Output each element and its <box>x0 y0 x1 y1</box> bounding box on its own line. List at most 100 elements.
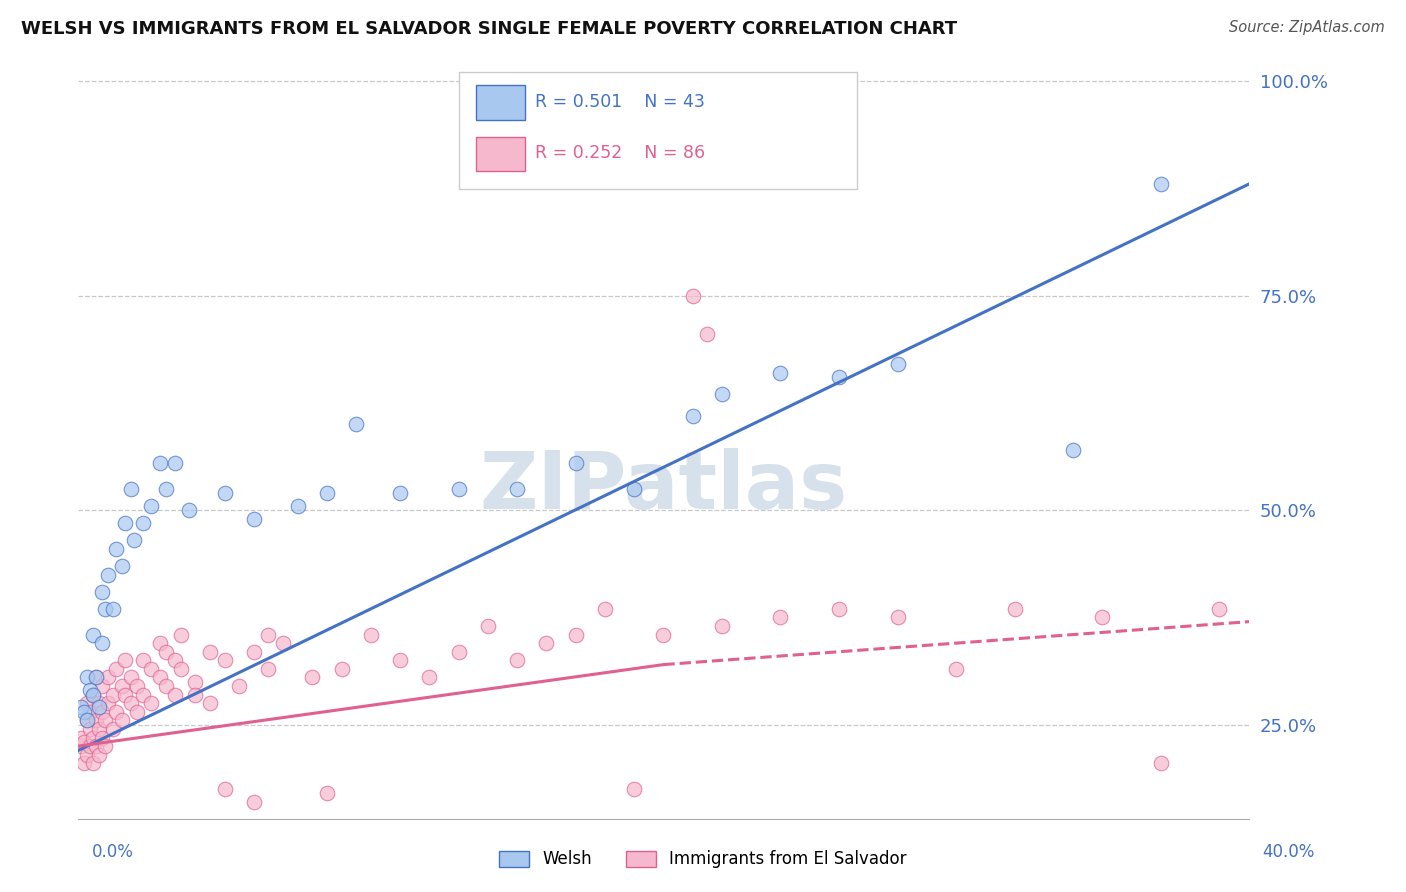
Point <box>447 482 470 496</box>
Text: 0.0%: 0.0% <box>91 843 134 861</box>
Point <box>79 739 101 753</box>
Point <box>228 679 250 693</box>
Point <box>769 610 792 624</box>
Point <box>105 705 128 719</box>
Point <box>114 653 136 667</box>
Point <box>111 679 134 693</box>
Legend: Welsh, Immigrants from El Salvador: Welsh, Immigrants from El Salvador <box>491 842 915 877</box>
Point <box>682 409 704 423</box>
Text: R = 0.252    N = 86: R = 0.252 N = 86 <box>534 145 704 162</box>
Point <box>696 327 718 342</box>
Point <box>149 636 172 650</box>
Point <box>141 499 163 513</box>
Point <box>257 627 280 641</box>
Point <box>76 714 98 728</box>
Point <box>243 645 266 659</box>
Point <box>84 670 107 684</box>
Point <box>103 688 125 702</box>
Point <box>564 627 586 641</box>
Point <box>710 619 733 633</box>
Point <box>184 688 207 702</box>
Point <box>141 696 163 710</box>
Point <box>90 584 112 599</box>
Point <box>131 653 153 667</box>
Point <box>141 662 163 676</box>
Point <box>131 516 153 530</box>
Point <box>103 722 125 736</box>
Point <box>90 679 112 693</box>
Text: WELSH VS IMMIGRANTS FROM EL SALVADOR SINGLE FEMALE POVERTY CORRELATION CHART: WELSH VS IMMIGRANTS FROM EL SALVADOR SIN… <box>21 20 957 37</box>
Point <box>93 602 115 616</box>
Point <box>87 747 110 762</box>
Point <box>105 662 128 676</box>
Point <box>131 688 153 702</box>
Point <box>76 670 98 684</box>
Point <box>214 653 236 667</box>
Point <box>87 700 110 714</box>
Point <box>828 370 851 384</box>
Point <box>114 516 136 530</box>
Point <box>155 679 177 693</box>
Point <box>155 645 177 659</box>
Point <box>87 696 110 710</box>
Point <box>179 503 201 517</box>
Point <box>114 688 136 702</box>
Point <box>90 636 112 650</box>
Text: ZIPatlas: ZIPatlas <box>479 448 848 526</box>
Point <box>90 705 112 719</box>
Point <box>96 567 118 582</box>
Point <box>155 482 177 496</box>
Point <box>214 782 236 797</box>
Point <box>70 739 93 753</box>
Point <box>84 739 107 753</box>
Point <box>418 670 440 684</box>
Point <box>243 512 266 526</box>
Point <box>1062 443 1084 458</box>
Point <box>163 456 186 470</box>
Point <box>214 486 236 500</box>
Point <box>1091 610 1114 624</box>
Point <box>886 610 908 624</box>
FancyBboxPatch shape <box>477 86 526 120</box>
Point <box>945 662 967 676</box>
Point <box>886 357 908 371</box>
Point <box>82 688 104 702</box>
Point <box>120 482 142 496</box>
Point <box>82 756 104 771</box>
Point <box>163 688 186 702</box>
Point <box>90 731 112 745</box>
Point <box>271 636 294 650</box>
Point <box>389 486 412 500</box>
Point <box>447 645 470 659</box>
Point <box>93 714 115 728</box>
Point <box>536 636 558 650</box>
Point <box>76 714 98 728</box>
Point <box>70 731 93 745</box>
Point <box>149 670 172 684</box>
Point <box>360 627 382 641</box>
Point <box>316 486 339 500</box>
Point <box>593 602 616 616</box>
Point <box>623 482 645 496</box>
Point <box>170 662 193 676</box>
Point <box>1208 602 1230 616</box>
Point <box>84 670 107 684</box>
Point <box>682 288 704 302</box>
Point <box>73 756 96 771</box>
Point <box>79 722 101 736</box>
Point <box>198 696 221 710</box>
Point <box>198 645 221 659</box>
Point <box>1150 756 1173 771</box>
Point <box>96 670 118 684</box>
Point <box>125 679 148 693</box>
Point <box>506 653 529 667</box>
FancyBboxPatch shape <box>458 71 856 188</box>
Point <box>710 387 733 401</box>
Text: Source: ZipAtlas.com: Source: ZipAtlas.com <box>1229 20 1385 35</box>
Point <box>76 696 98 710</box>
Point <box>389 653 412 667</box>
Point <box>70 700 93 714</box>
Point <box>96 696 118 710</box>
Point <box>105 541 128 556</box>
Point <box>79 705 101 719</box>
